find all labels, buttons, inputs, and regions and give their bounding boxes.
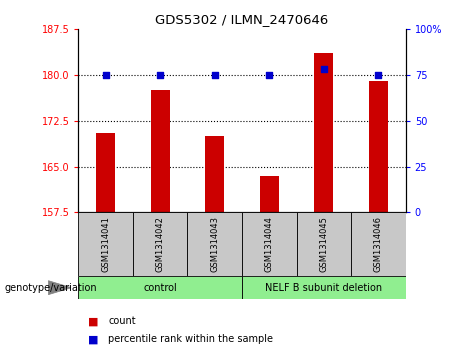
Point [211,72,219,78]
Bar [242,212,296,276]
Text: percentile rank within the sample: percentile rank within the sample [108,334,273,344]
Title: GDS5302 / ILMN_2470646: GDS5302 / ILMN_2470646 [155,13,329,26]
Point [157,72,164,78]
Text: count: count [108,316,136,326]
Bar [260,176,279,212]
Polygon shape [48,281,71,295]
Bar [296,212,351,276]
Bar [151,90,170,212]
Bar [96,133,115,212]
Text: genotype/variation: genotype/variation [5,283,97,293]
Text: GSM1314043: GSM1314043 [210,216,219,272]
Bar [78,212,133,276]
Text: NELF B subunit deletion: NELF B subunit deletion [265,283,383,293]
Text: GSM1314044: GSM1314044 [265,216,274,272]
Text: GSM1314046: GSM1314046 [374,216,383,272]
Text: GSM1314045: GSM1314045 [319,216,328,272]
Bar [188,212,242,276]
Bar [133,212,188,276]
Text: GSM1314042: GSM1314042 [156,216,165,272]
Text: GSM1314041: GSM1314041 [101,216,110,272]
Point [375,72,382,78]
Bar [351,212,406,276]
Bar [78,276,242,299]
Bar [205,136,225,212]
Bar [369,81,388,212]
Point [102,72,109,78]
Text: ■: ■ [88,334,98,344]
Bar [314,53,333,212]
Bar [242,276,406,299]
Text: ■: ■ [88,316,98,326]
Text: control: control [143,283,177,293]
Point [320,66,327,72]
Point [266,72,273,78]
